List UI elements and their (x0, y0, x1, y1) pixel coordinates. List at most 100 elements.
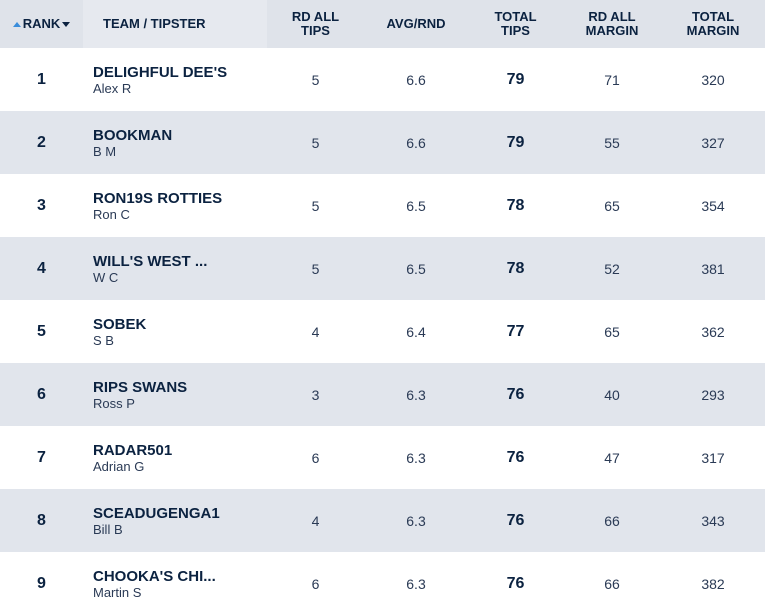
rd-all-margin-cell: 71 (604, 71, 620, 88)
team-name[interactable]: CHOOKA'S CHI... (93, 567, 216, 585)
rank-cell: 4 (37, 259, 46, 277)
rank-cell: 5 (37, 322, 46, 340)
avg-rnd-cell: 6.4 (406, 323, 426, 340)
avg-rnd-cell: 6.3 (406, 512, 426, 529)
total-tips-header-label: TOTAL TIPS (494, 9, 537, 38)
table-row[interactable]: 6 RIPS SWANS Ross P 3 6.3 76 40 293 (0, 363, 765, 426)
avg-rnd-cell: 6.3 (406, 575, 426, 592)
rd-all-tips-header-label: RD ALL TIPS (291, 9, 340, 38)
avg-rnd-cell: 6.6 (406, 71, 426, 88)
team-name[interactable]: SCEADUGENGA1 (93, 504, 220, 522)
total-tips-cell: 78 (506, 196, 525, 214)
rank-cell: 6 (37, 385, 46, 403)
table-row[interactable]: 8 SCEADUGENGA1 Bill B 4 6.3 76 66 343 (0, 489, 765, 552)
avg-rnd-header-label: AVG/RND (386, 16, 446, 31)
sort-dropdown-icon (62, 21, 71, 27)
avg-rnd-cell: 6.5 (406, 260, 426, 277)
tipster-name: B M (93, 143, 117, 159)
total-margin-cell: 343 (701, 512, 725, 529)
team-name[interactable]: RADAR501 (93, 441, 173, 459)
avg-rnd-cell: 6.3 (406, 386, 426, 403)
total-margin-header: TOTAL MARGIN (661, 0, 765, 48)
rd-all-tips-cell: 6 (311, 449, 320, 466)
table-row[interactable]: 2 BOOKMAN B M 5 6.6 79 55 327 (0, 111, 765, 174)
table-row[interactable]: 5 SOBEK S B 4 6.4 77 65 362 (0, 300, 765, 363)
total-tips-cell: 76 (506, 574, 525, 592)
table-row[interactable]: 1 DELIGHFUL DEE'S Alex R 5 6.6 79 71 320 (0, 48, 765, 111)
rd-all-tips-cell: 5 (311, 260, 320, 277)
rank-cell: 1 (37, 70, 46, 88)
rd-all-margin-cell: 40 (604, 386, 620, 403)
rd-all-margin-header-label: RD ALL MARGIN (585, 9, 639, 38)
avg-rnd-cell: 6.5 (406, 197, 426, 214)
total-margin-cell: 354 (701, 197, 725, 214)
total-margin-cell: 327 (701, 134, 725, 151)
team-name[interactable]: WILL'S WEST ... (93, 252, 208, 270)
rd-all-tips-cell: 4 (311, 323, 320, 340)
avg-rnd-cell: 6.3 (406, 449, 426, 466)
rd-all-margin-cell: 65 (604, 197, 620, 214)
table-body: 1 DELIGHFUL DEE'S Alex R 5 6.6 79 71 320… (0, 48, 765, 611)
rd-all-margin-cell: 66 (604, 575, 620, 592)
rd-all-margin-cell: 65 (604, 323, 620, 340)
rd-all-tips-cell: 6 (311, 575, 320, 592)
total-tips-cell: 76 (506, 448, 525, 466)
team-header-label: TEAM / TIPSTER (103, 16, 206, 31)
team-cell: BOOKMAN B M (83, 111, 267, 174)
team-cell: WILL'S WEST ... W C (83, 237, 267, 300)
tipster-name: Adrian G (93, 458, 145, 474)
total-tips-cell: 76 (506, 385, 525, 403)
rank-cell: 3 (37, 196, 46, 214)
team-name[interactable]: RIPS SWANS (93, 378, 188, 396)
table-row[interactable]: 9 CHOOKA'S CHI... Martin S 6 6.3 76 66 3… (0, 552, 765, 611)
rank-header-label: RANK (22, 16, 61, 31)
rd-all-margin-cell: 55 (604, 134, 620, 151)
team-name[interactable]: DELIGHFUL DEE'S (93, 63, 228, 81)
team-name[interactable]: SOBEK (93, 315, 147, 333)
table-row[interactable]: 4 WILL'S WEST ... W C 5 6.5 78 52 381 (0, 237, 765, 300)
rank-cell: 7 (37, 448, 46, 466)
rank-cell: 8 (37, 511, 46, 529)
tipster-name: Bill B (93, 521, 123, 537)
total-margin-cell: 293 (701, 386, 725, 403)
table-header: RANK TEAM / TIPSTER RD ALL TIPS AVG/RND … (0, 0, 765, 48)
total-margin-cell: 362 (701, 323, 725, 340)
rd-all-tips-header: RD ALL TIPS (267, 0, 364, 48)
rd-all-tips-cell: 4 (311, 512, 320, 529)
sort-ascending-icon (12, 21, 21, 27)
total-tips-cell: 77 (506, 322, 525, 340)
team-cell: RIPS SWANS Ross P (83, 363, 267, 426)
rd-all-margin-cell: 66 (604, 512, 620, 529)
team-cell: DELIGHFUL DEE'S Alex R (83, 48, 267, 111)
rd-all-tips-cell: 5 (311, 134, 320, 151)
tipster-name: Alex R (93, 80, 132, 96)
team-cell: SOBEK S B (83, 300, 267, 363)
rd-all-tips-cell: 3 (311, 386, 320, 403)
total-tips-header: TOTAL TIPS (468, 0, 563, 48)
table-row[interactable]: 3 RON19S ROTTIES Ron C 5 6.5 78 65 354 (0, 174, 765, 237)
avg-rnd-cell: 6.6 (406, 134, 426, 151)
tipster-name: Martin S (93, 584, 142, 600)
rd-all-margin-cell: 52 (604, 260, 620, 277)
tipster-name: Ross P (93, 395, 135, 411)
total-margin-cell: 320 (701, 71, 725, 88)
tipster-name: Ron C (93, 206, 130, 222)
total-tips-cell: 79 (506, 133, 525, 151)
team-cell: RADAR501 Adrian G (83, 426, 267, 489)
team-name[interactable]: RON19S ROTTIES (93, 189, 223, 207)
total-tips-cell: 76 (506, 511, 525, 529)
team-tipster-header: TEAM / TIPSTER (83, 0, 267, 48)
rd-all-margin-cell: 47 (604, 449, 620, 466)
rank-sort-header[interactable]: RANK (0, 0, 83, 48)
total-margin-header-label: TOTAL MARGIN (686, 9, 740, 38)
tipster-name: S B (93, 332, 114, 348)
table-row[interactable]: 7 RADAR501 Adrian G 6 6.3 76 47 317 (0, 426, 765, 489)
rank-cell: 9 (37, 574, 46, 592)
tipster-name: W C (93, 269, 119, 285)
team-name[interactable]: BOOKMAN (93, 126, 173, 144)
total-tips-cell: 78 (506, 259, 525, 277)
rank-cell: 2 (37, 133, 46, 151)
total-margin-cell: 381 (701, 260, 725, 277)
avg-rnd-header: AVG/RND (364, 0, 468, 48)
